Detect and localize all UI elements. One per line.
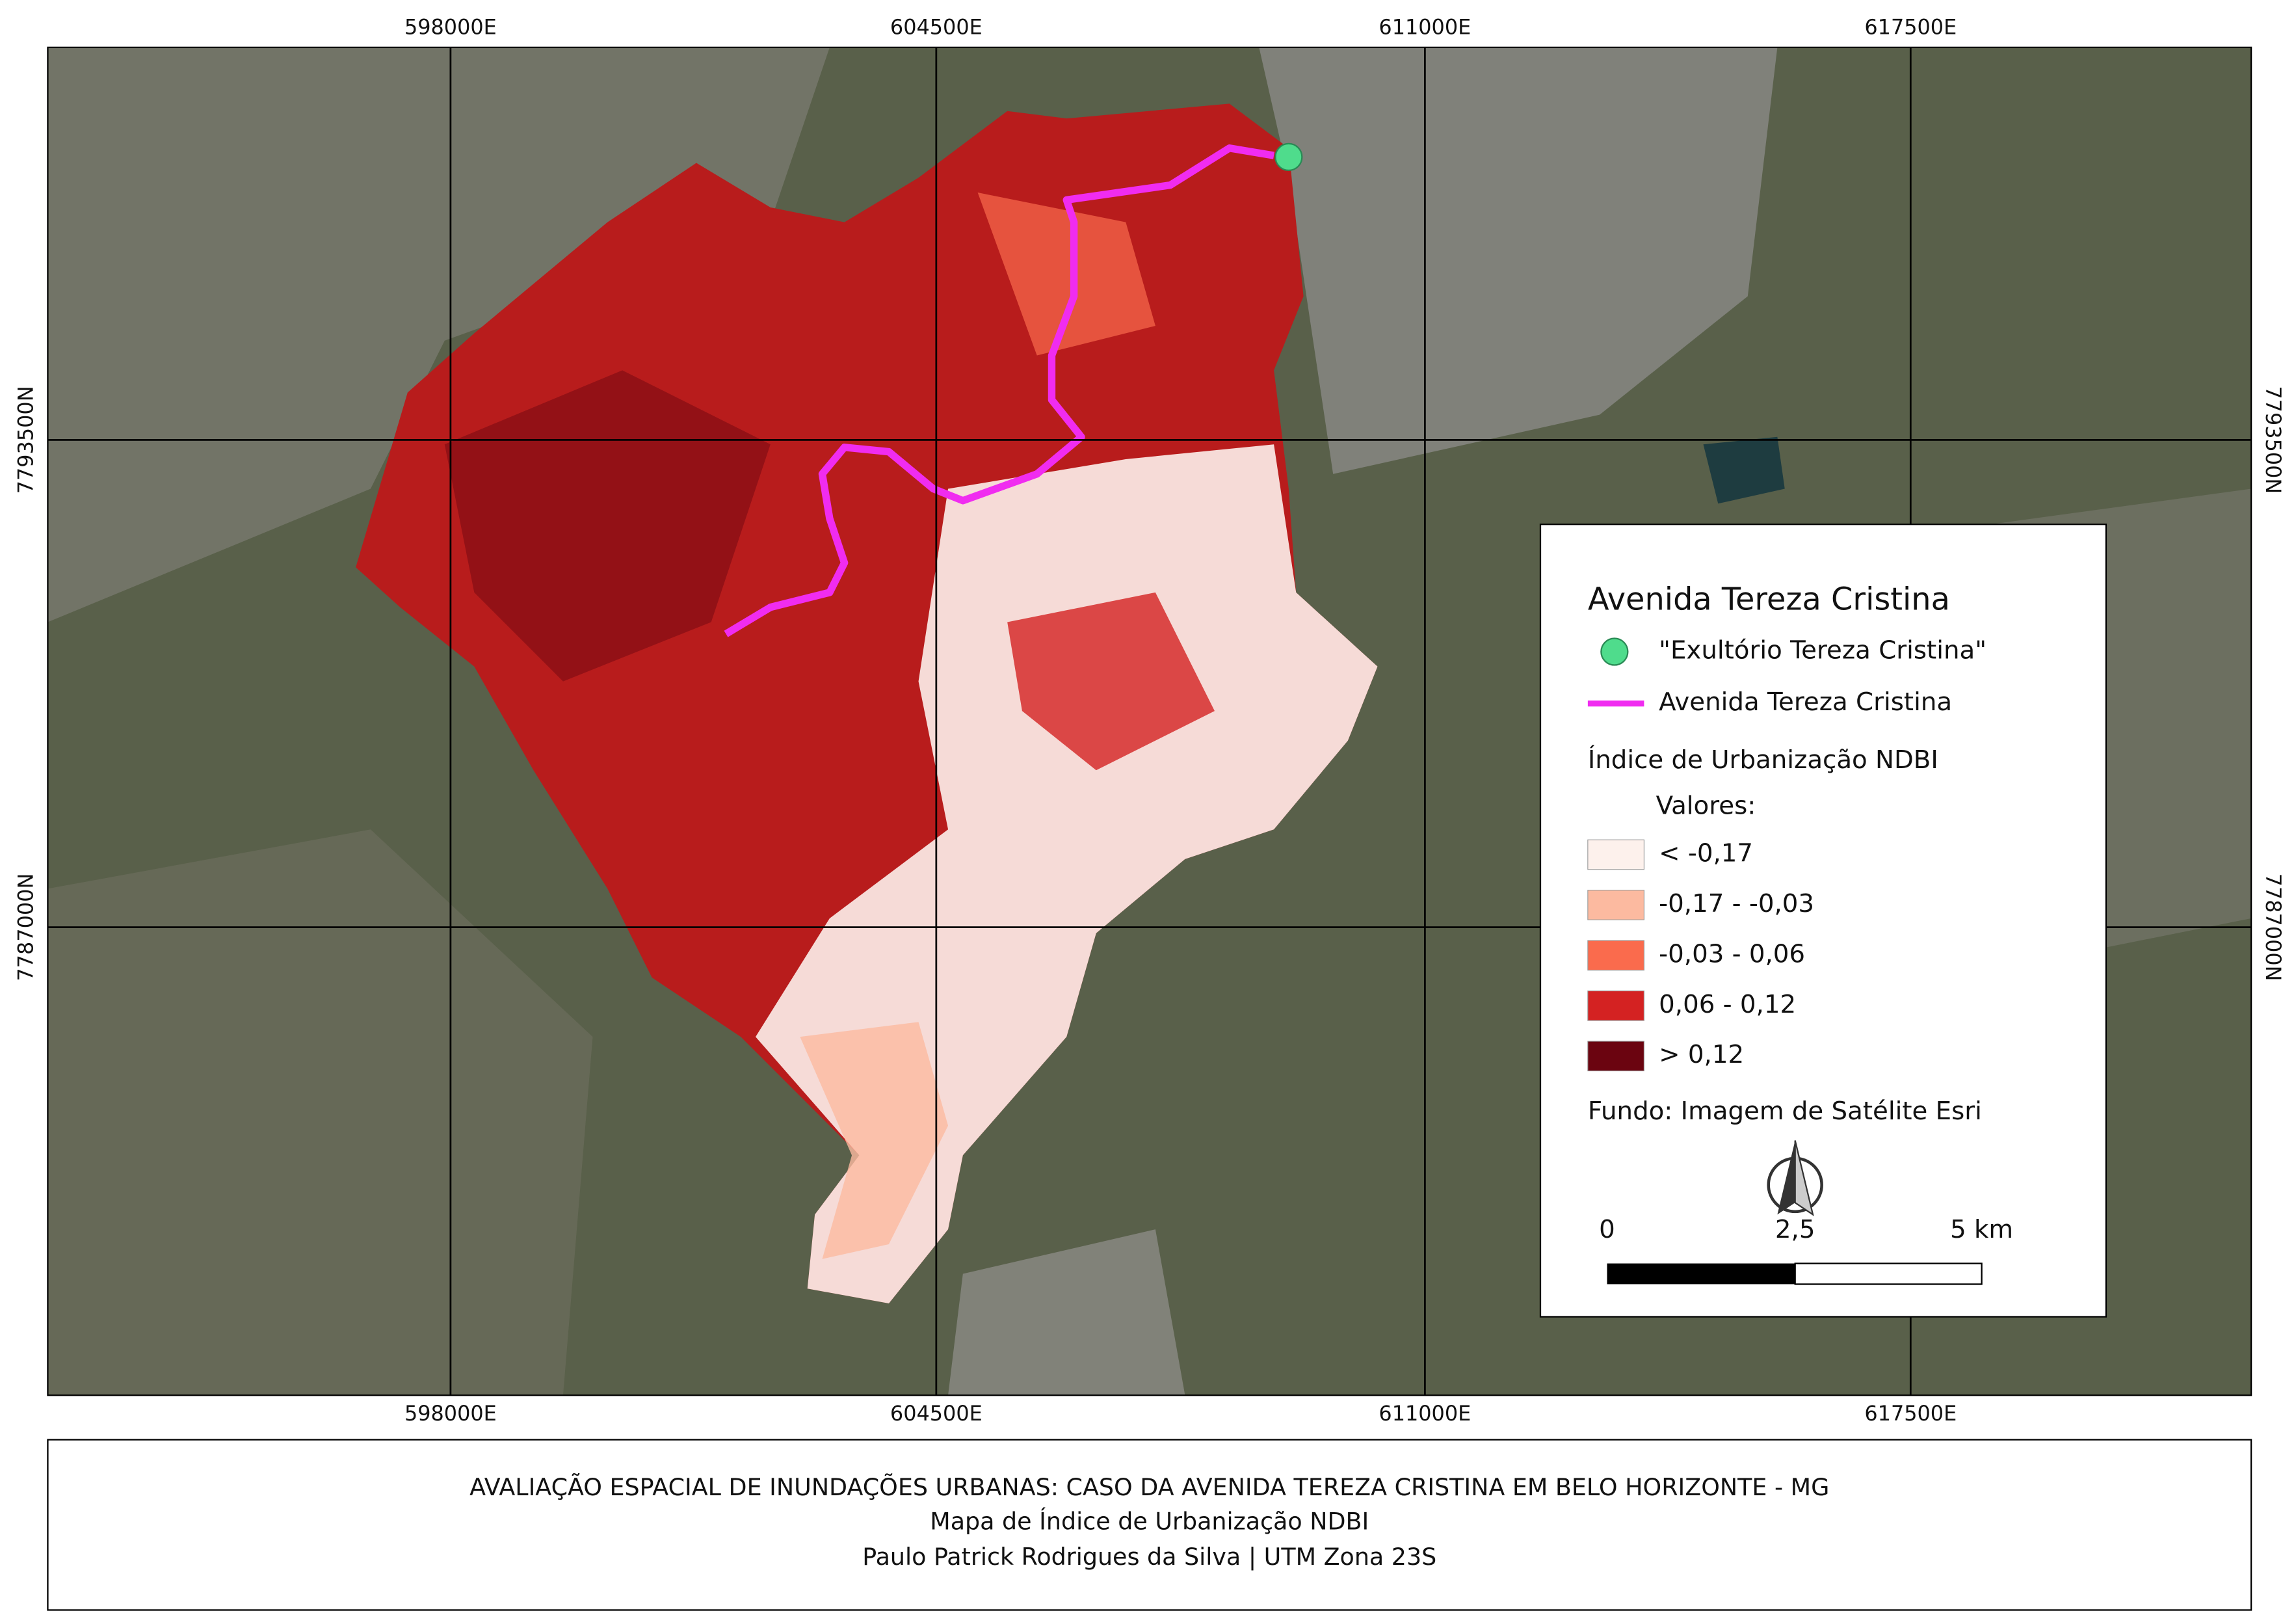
- legend-swatch: [1587, 890, 1644, 920]
- footer-line: Paulo Patrick Rodrigues da Silva | UTM Z…: [862, 1543, 1436, 1571]
- grid-label: 604500E: [890, 14, 983, 39]
- grid-label: 604500E: [890, 1401, 983, 1426]
- scale-label: 2,5: [1775, 1215, 1815, 1244]
- legend-item: < -0,17: [1659, 839, 1753, 868]
- footer-box: [47, 1439, 2252, 1611]
- urban-area: [47, 829, 593, 1396]
- north-arrow: [1767, 1140, 1823, 1216]
- legend-swatch: [1587, 839, 1644, 870]
- grid-label: 611000E: [1379, 14, 1471, 39]
- legend-item: -0,17 - -0,03: [1659, 889, 1814, 918]
- legend-title: Avenida Tereza Cristina: [1588, 582, 1950, 618]
- grid-label: 598000E: [404, 1401, 497, 1426]
- scale-bar: [1794, 1262, 1983, 1285]
- scale-bar: [1607, 1263, 1795, 1285]
- grid-label: 617500E: [1864, 14, 1957, 39]
- grid-label: 617500E: [1864, 1401, 1957, 1426]
- legend-item: "Exultório Tereza Cristina": [1659, 636, 1986, 665]
- grid-labels: 598000E 604500E 611000E 617500E 598000E …: [14, 14, 2286, 1426]
- ndbi-mid: [1007, 592, 1215, 771]
- grid-label: 7793500N: [2261, 386, 2286, 494]
- legend-item: -0,03 - 0,06: [1659, 939, 1805, 968]
- grid-label: 598000E: [404, 14, 497, 39]
- grid-label: 611000E: [1379, 1401, 1471, 1426]
- legend-swatch: [1587, 990, 1644, 1021]
- ndbi-mid: [977, 193, 1155, 356]
- legend-item: Avenida Tereza Cristina: [1659, 687, 1952, 717]
- urban-area: [1259, 47, 1778, 474]
- legend-subtitle: Valores:: [1656, 792, 1756, 821]
- grid-label: 7787000N: [2261, 873, 2286, 981]
- scale-label: 0: [1599, 1215, 1615, 1244]
- legend: Avenida Tereza Cristina "Exultório Terez…: [1539, 524, 2107, 1318]
- avenue-line: [724, 144, 1275, 637]
- legend-subtitle: Índice de Urbanização NDBI: [1588, 744, 1938, 775]
- ndbi-dense: [444, 370, 771, 682]
- legend-item: > 0,12: [1659, 1040, 1744, 1069]
- legend-swatch: [1587, 1041, 1644, 1072]
- legend-note: Fundo: Imagem de Satélite Esri: [1588, 1097, 1982, 1126]
- legend-box: [1539, 524, 2107, 1318]
- map-border: [47, 46, 2252, 1396]
- urban-area: [47, 47, 830, 622]
- grid-label: 7793500N: [14, 386, 38, 494]
- legend-item: 0,06 - 0,12: [1659, 990, 1796, 1019]
- footer-line: AVALIAÇÃO ESPACIAL DE INUNDAÇÕES URBANAS…: [469, 1473, 1829, 1501]
- legend-point-symbol: [1600, 637, 1629, 666]
- outlet-point: [1274, 142, 1303, 172]
- legend-swatch: [1587, 940, 1644, 971]
- scale-label: 5 km: [1950, 1215, 2013, 1244]
- ndbi-low: [800, 1022, 949, 1259]
- footer-line: Mapa de Índice de Urbanização NDBI: [930, 1507, 1369, 1536]
- lake: [1703, 436, 1785, 504]
- grid-label: 7787000N: [14, 873, 38, 981]
- urban-area: [948, 1229, 1185, 1396]
